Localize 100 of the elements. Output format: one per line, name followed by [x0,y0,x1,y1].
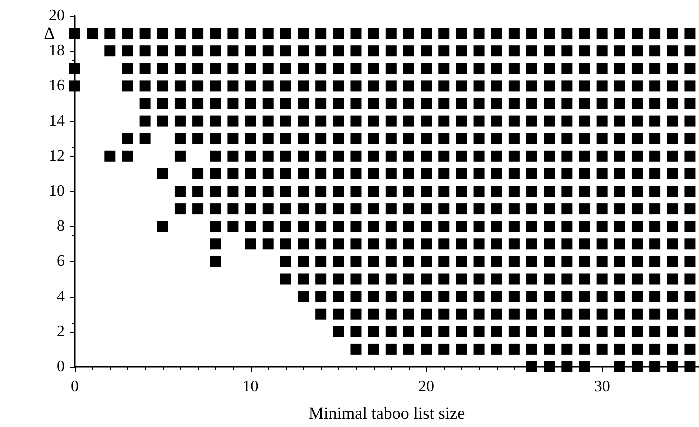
point [421,291,432,302]
point [298,168,310,180]
point [350,63,362,74]
point [508,274,520,285]
point [368,221,380,232]
point [544,362,556,372]
point [210,116,222,127]
point [157,168,168,180]
point [210,150,222,162]
point [192,46,204,57]
point [526,362,538,372]
point [456,308,468,320]
point [508,256,520,268]
point [526,133,538,144]
point [386,28,397,40]
point [438,98,450,110]
point [228,28,239,40]
point [579,80,590,92]
point [562,362,573,372]
point [386,186,397,197]
point [544,46,556,57]
point [650,116,661,127]
point [438,308,450,320]
point [456,46,468,57]
point [632,308,643,320]
point [614,344,626,355]
point [596,63,608,74]
point [280,150,292,162]
point [421,238,432,250]
point [596,98,608,110]
point [70,28,80,40]
point [350,186,362,197]
point [386,256,397,268]
point [579,63,590,74]
point [262,221,274,232]
point [508,168,520,180]
point [403,116,414,127]
point [192,204,204,215]
point [526,28,538,40]
point [298,116,310,127]
point [316,150,327,162]
point [579,291,590,302]
point [684,116,696,127]
point [614,63,626,74]
point [579,133,590,144]
point [368,116,380,127]
point [368,308,380,320]
point [508,46,520,57]
point [667,133,678,144]
point [192,168,204,180]
point [298,133,310,144]
point [562,291,573,302]
point [667,46,678,57]
point [298,274,310,285]
point [667,186,678,197]
point [544,116,556,127]
point [368,238,380,250]
point [667,344,678,355]
point [174,80,186,92]
point [140,63,151,74]
point [403,186,414,197]
point [544,204,556,215]
point [245,28,256,40]
point [421,186,432,197]
point [421,344,432,355]
point [210,28,222,40]
point [228,98,239,110]
point [280,168,292,180]
point [228,186,239,197]
point [333,238,344,250]
point [614,116,626,127]
point [368,186,380,197]
point [474,46,485,57]
x-tick-label: 0 [71,378,79,396]
point [403,291,414,302]
point [421,256,432,268]
point [210,238,222,250]
point [474,133,485,144]
point [614,308,626,320]
point [386,150,397,162]
point [508,63,520,74]
point [333,186,344,197]
point [632,204,643,215]
point [684,238,696,250]
point [684,186,696,197]
point [562,133,573,144]
point [333,80,344,92]
point [667,28,678,40]
y-tick-label: 16 [49,78,65,95]
point [562,326,573,338]
point [122,28,134,40]
point [456,168,468,180]
point [596,204,608,215]
point [684,168,696,180]
point [526,63,538,74]
point [456,116,468,127]
point [350,116,362,127]
point [632,326,643,338]
point [174,63,186,74]
point [245,133,256,144]
